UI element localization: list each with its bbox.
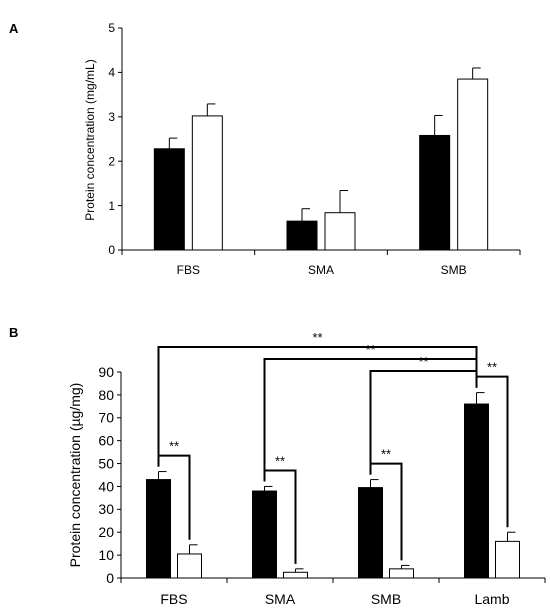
chart-b-category-label: SMA [265, 591, 296, 607]
chart-b-significance-bracket [369, 370, 478, 475]
chart-b: Protein concentration (µg/mg) 0 10 20 30 40 5… [67, 330, 546, 607]
chart-a-ytick-label: 3 [108, 110, 115, 124]
chart-b-category-label: FBS [160, 591, 187, 607]
chart-b-significance-label: ** [365, 342, 375, 357]
chart-a-bar-sma-1 [286, 220, 318, 251]
chart-b-significance-label: ** [418, 354, 428, 369]
chart-a-category-label: SMB [441, 263, 467, 277]
chart-b-bar-fbs-1 [146, 479, 171, 579]
panel-label-a: A [9, 21, 19, 36]
chart-b-ytick-label: 0 [106, 570, 114, 586]
chart-b-ytick-label: 70 [98, 410, 114, 426]
chart-a-ytick-label: 0 [108, 243, 115, 257]
chart-b-bar-smb-2 [389, 568, 414, 579]
chart-a-bar-smb-2 [457, 78, 489, 251]
chart-b-bar-sma-1 [252, 490, 277, 579]
chart-b-category-label: SMB [371, 591, 401, 607]
panel-label-b: B [9, 325, 18, 340]
chart-a: Protein concentration (mg/mL) 0 1 2 3 4 5 FBS S… [83, 21, 521, 277]
chart-b-significance-label: ** [275, 453, 285, 468]
chart-b-significance-label: ** [169, 439, 179, 454]
chart-a-bar-sma-2 [324, 212, 356, 251]
chart-a-bar-fbs-1 [153, 148, 185, 251]
chart-a-category-label: FBS [177, 263, 200, 277]
chart-b-ytick-label: 60 [98, 433, 114, 449]
chart-a-category-label: SMA [308, 263, 334, 277]
chart-b-significance-label: ** [312, 330, 322, 345]
chart-b-ytick-label: 40 [98, 478, 114, 494]
chart-a-bar-smb-1 [419, 134, 451, 251]
chart-b-ytick-label: 30 [98, 501, 114, 517]
chart-b-ytick-label: 80 [98, 387, 114, 403]
chart-a-ylabel: Protein concentration (mg/mL) [83, 59, 97, 220]
chart-b-bar-smb-1 [358, 487, 383, 579]
chart-a-ytick-label: 2 [108, 154, 115, 168]
chart-a-ytick-label: 5 [108, 21, 115, 35]
chart-b-bar-sma-2 [283, 571, 308, 579]
chart-a-bar-fbs-2 [191, 115, 223, 251]
chart-b-significance-label: ** [487, 360, 497, 375]
chart-a-ytick-label: 4 [108, 66, 115, 80]
chart-b-category-label: Lamb [474, 591, 509, 607]
chart-b-bar-lamb-2 [495, 540, 520, 579]
chart-b-ytick-label: 90 [98, 364, 114, 380]
chart-b-bar-fbs-2 [177, 553, 202, 579]
chart-b-ytick-label: 10 [98, 547, 114, 563]
chart-b-significance-bracket [157, 346, 478, 467]
chart-b-ylabel: Protein concentration (µg/mg) [67, 383, 83, 568]
chart-b-bar-lamb-1 [464, 403, 489, 579]
chart-a-ytick-label: 1 [108, 199, 115, 213]
chart-b-ytick-label: 20 [98, 524, 114, 540]
chart-b-significance-label: ** [381, 447, 391, 462]
chart-b-ytick-label: 50 [98, 455, 114, 471]
